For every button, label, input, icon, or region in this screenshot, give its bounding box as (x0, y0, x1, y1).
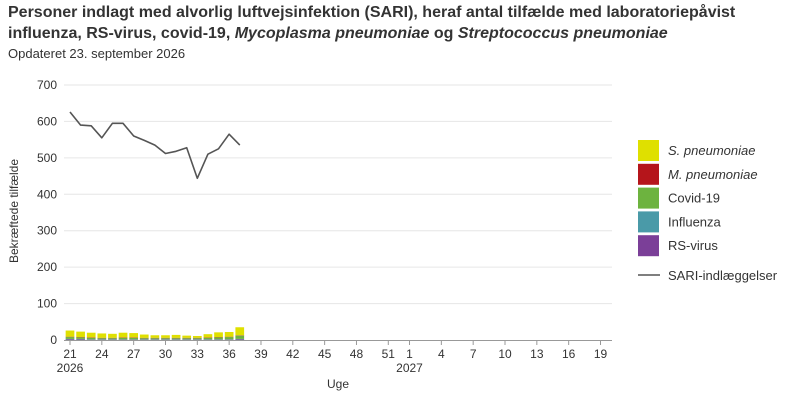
x-tick-label: 45 (318, 347, 332, 361)
y-tick-label: 600 (37, 114, 57, 128)
y-axis-title: Bekræftede tilfælde (7, 159, 21, 263)
legend: S. pneumoniae M. pneumoniae Covid-19 Influe… (638, 140, 778, 283)
x-tick-label: 27 (127, 347, 141, 361)
sari-line-series (69, 111, 241, 180)
y-tick-label: 700 (37, 78, 57, 92)
x-year-label: 2027 (396, 361, 423, 375)
legend-item: Covid-19 (638, 187, 720, 209)
bar-segment (171, 334, 181, 338)
grid-lines (64, 84, 612, 305)
x-tick-label: 30 (159, 347, 173, 361)
y-tick-label: 200 (37, 260, 57, 274)
bar-segment (129, 337, 139, 340)
title-line2-c: og (429, 25, 458, 42)
x-tick-label: 21 (63, 347, 77, 361)
legend-label: S. pneumoniae (668, 143, 755, 158)
x-tick-label: 51 (382, 347, 396, 361)
bar-segment (86, 332, 96, 338)
x-year-label: 2026 (57, 361, 84, 375)
x-tick-label: 36 (222, 347, 236, 361)
bar-segment (203, 334, 213, 338)
bar-segment (139, 334, 149, 338)
x-tick-label: 10 (498, 347, 512, 361)
x-tick-label: 48 (350, 347, 364, 361)
legend-item: S. pneumoniae (638, 140, 755, 161)
legend-item: Influenza (638, 211, 722, 233)
legend-item: M. pneumoniae (638, 163, 758, 185)
legend-swatch (638, 140, 659, 161)
bar-segment (192, 335, 202, 338)
bar-segment (235, 339, 245, 340)
bar-segment (203, 337, 213, 340)
title-line1: Personer indlagt med alvorlig luftvejsin… (8, 4, 736, 21)
x-tick-label: 16 (562, 347, 576, 361)
bar-segment (224, 331, 234, 337)
legend-label: SARI-indlæggelser (668, 268, 778, 283)
legend-swatch (638, 235, 659, 257)
bar-segment (76, 337, 85, 339)
legend-swatch (638, 163, 659, 185)
bar-segment (171, 338, 181, 340)
legend-label: Covid-19 (668, 191, 720, 206)
bar-segment (118, 337, 128, 340)
bar-segment (150, 338, 160, 340)
x-tick-label: 13 (530, 347, 544, 361)
bar-segment (214, 337, 223, 340)
bar-segment (129, 333, 139, 338)
legend-label: Influenza (668, 214, 722, 229)
x-tick-label: 42 (286, 347, 300, 361)
legend-item: RS-virus (638, 235, 718, 257)
x-tick-label: 39 (254, 347, 268, 361)
y-tick-label: 300 (37, 224, 57, 238)
bar-segment (192, 338, 202, 340)
title-line2-a: influenza, RS-virus, covid-19, (8, 25, 235, 42)
title-line2-d: Streptococcus pneumoniae (457, 25, 668, 42)
bar-segment (65, 337, 75, 339)
bar-segment (139, 338, 149, 340)
x-axis-title: Uge (327, 377, 349, 391)
chart-title: Personer indlagt med alvorlig luftvejsin… (8, 2, 794, 44)
bar-segment (182, 338, 192, 340)
legend-swatch (638, 211, 659, 233)
x-tick-label: 1 (406, 347, 413, 361)
x-tick-label: 33 (191, 347, 205, 361)
legend-label: M. pneumoniae (668, 167, 758, 182)
bar-segment (108, 333, 117, 338)
x-tick-label: 19 (594, 347, 608, 361)
bar-segment (97, 333, 107, 338)
bar-segment (214, 332, 223, 338)
bar-segment (76, 339, 85, 340)
bar-segment (150, 335, 160, 338)
y-tick-label: 100 (37, 297, 57, 311)
bar-segment (86, 337, 96, 340)
bar-segment (161, 338, 170, 340)
title-line2-b: Mycoplasma pneumoniae (234, 25, 430, 42)
bar-segment (65, 339, 75, 340)
legend-item: SARI-indlæggelser (638, 268, 778, 283)
x-tick-label: 24 (95, 347, 109, 361)
x-tick-label: 7 (470, 347, 477, 361)
bar-segment (97, 338, 107, 340)
bar-segment (76, 331, 85, 338)
y-tick-label: 0 (50, 333, 57, 347)
y-tick-label: 500 (37, 151, 57, 165)
legend-swatch (638, 187, 659, 209)
bar-segment (118, 332, 128, 338)
y-tick-label: 400 (37, 187, 57, 201)
chart-subtitle: Opdateret 23. september 2026 (8, 46, 186, 61)
legend-label: RS-virus (668, 238, 718, 253)
bar-segment (235, 335, 245, 339)
bar-segment (65, 330, 75, 337)
bar-series (65, 327, 245, 340)
bar-segment (108, 338, 117, 340)
sari-line (69, 111, 241, 180)
bar-segment (182, 335, 192, 338)
bar-segment (235, 327, 245, 336)
bar-segment (161, 335, 170, 338)
x-tick-label: 4 (438, 347, 445, 361)
bar-segment (224, 337, 234, 340)
